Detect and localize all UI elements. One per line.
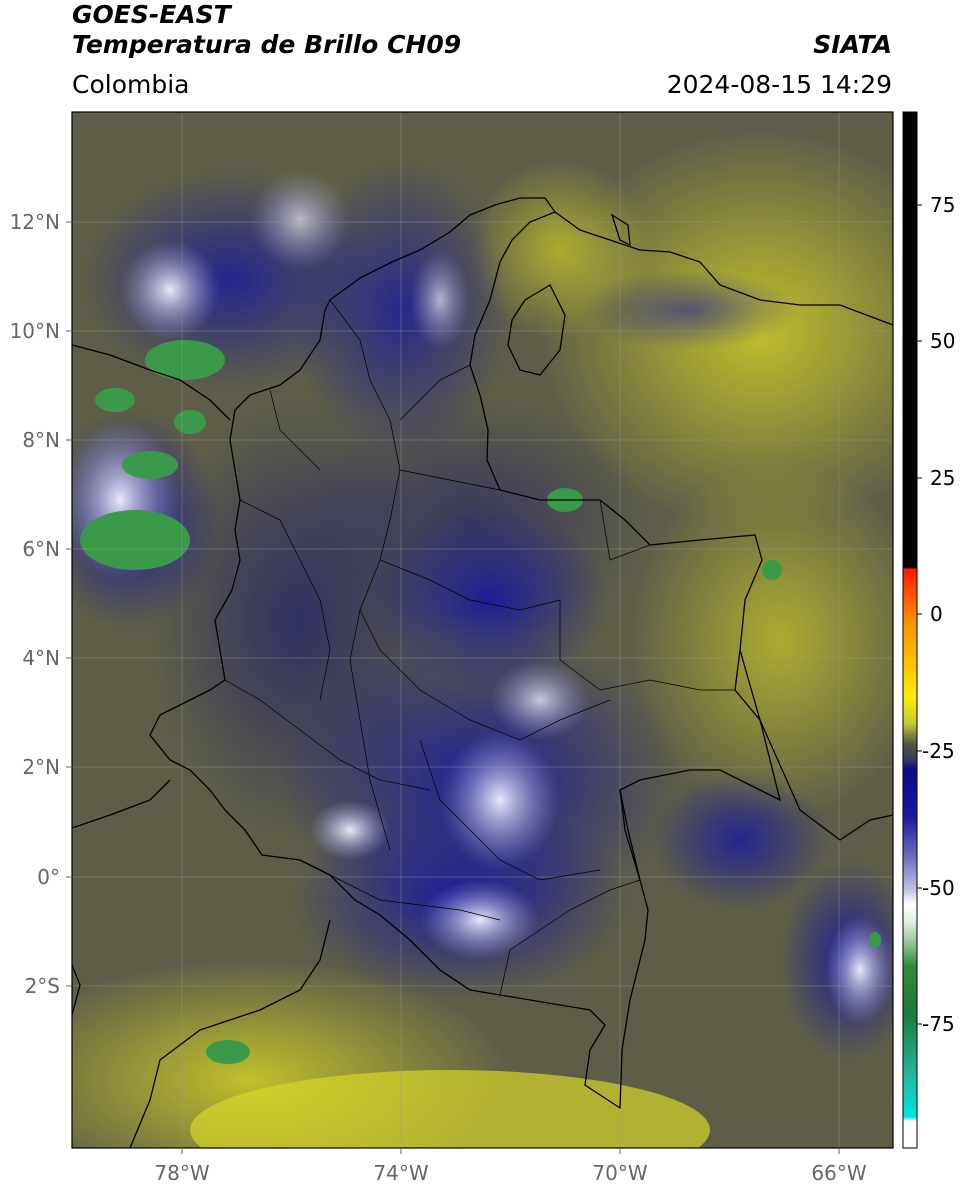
map-frame xyxy=(71,111,894,1149)
lat-label: 2°N xyxy=(22,755,60,779)
lat-label: 0° xyxy=(37,865,60,889)
brazil-border xyxy=(619,789,641,881)
organization-label: SIATA xyxy=(813,30,892,59)
lon-label: 74°W xyxy=(373,1161,428,1185)
colorbar-label: 75 xyxy=(930,193,955,217)
panama-coast xyxy=(72,344,231,421)
colorbar-label: 25 xyxy=(930,466,955,490)
colorbar-label: -75 xyxy=(922,1012,955,1036)
colorbar-label: -25 xyxy=(922,739,955,763)
venezuela-brazil-border xyxy=(739,649,893,841)
lat-axis: 12°N 10°N 8°N 6°N 4°N 2°N 0° 2°S xyxy=(10,210,72,998)
product-title: Temperatura de Brillo CH09 xyxy=(72,30,462,59)
lat-label: 4°N xyxy=(22,646,60,670)
cold-core xyxy=(145,340,225,380)
peru-amazon-line xyxy=(129,919,331,1148)
peru-coast xyxy=(72,963,81,1016)
lon-axis: 78°W 74°W 70°W 66°W xyxy=(154,1148,867,1185)
lat-label: 6°N xyxy=(22,537,60,561)
lat-label: 2°S xyxy=(25,974,60,998)
lon-label: 78°W xyxy=(154,1161,209,1185)
lake-maracaibo xyxy=(507,284,566,376)
department-lines xyxy=(224,299,735,996)
region-label: Colombia xyxy=(72,70,190,99)
satellite-title: GOES-EAST xyxy=(72,0,231,29)
satellite-imagery xyxy=(72,112,893,1148)
lat-label: 8°N xyxy=(22,428,60,452)
lat-label: 12°N xyxy=(10,210,60,234)
venezuela-coast xyxy=(554,211,893,326)
colorbar-label: 50 xyxy=(930,329,955,353)
colorbar-gradient xyxy=(902,111,918,1149)
graticule xyxy=(72,112,893,1148)
timestamp-label: 2024-08-15 14:29 xyxy=(666,70,892,99)
lat-label: 10°N xyxy=(10,319,60,343)
lon-label: 66°W xyxy=(811,1161,866,1185)
colorbar: 75 50 25 0 -25 -50 -75 xyxy=(902,111,955,1149)
colombia-border xyxy=(149,197,781,1110)
colorbar-label: -50 xyxy=(922,876,955,900)
lon-label: 70°W xyxy=(592,1161,647,1185)
border-lines xyxy=(72,197,893,1148)
ecuador-peru-border xyxy=(72,779,171,829)
colorbar-label: 0 xyxy=(930,602,943,626)
paraguana xyxy=(610,213,631,247)
